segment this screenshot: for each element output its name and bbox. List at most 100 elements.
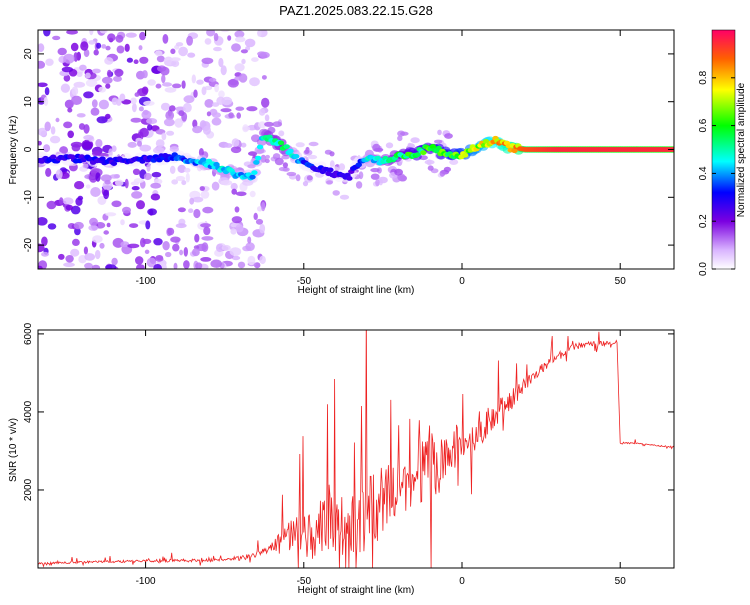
noise-blob xyxy=(213,33,219,42)
noise-blob xyxy=(183,102,192,113)
noise-blob xyxy=(175,175,186,182)
noise-blob xyxy=(192,196,204,203)
colorbar-tick-label: 0.4 xyxy=(698,166,709,180)
noise-blob xyxy=(200,190,210,199)
noise-blob xyxy=(38,82,48,88)
noise-blob xyxy=(370,173,380,180)
noise-blob xyxy=(114,174,120,179)
noise-blob xyxy=(147,208,158,216)
noise-blob xyxy=(111,200,122,208)
noise-blob xyxy=(177,164,186,173)
snr-frame xyxy=(37,329,675,569)
noise-blob xyxy=(67,130,74,139)
colorbar-tick-label: 0.6 xyxy=(698,118,709,132)
noise-blob xyxy=(234,30,245,38)
noise-blob xyxy=(156,55,165,63)
noise-blob xyxy=(47,223,57,230)
x-tick-label: -100 xyxy=(136,576,156,587)
noise-blob xyxy=(238,73,248,83)
noise-blob xyxy=(175,223,187,229)
noise-blob xyxy=(171,179,179,185)
noise-blob xyxy=(103,189,110,200)
noise-blob xyxy=(145,220,151,230)
noise-blob xyxy=(400,131,409,136)
noise-blob xyxy=(91,99,98,108)
noise-blob xyxy=(307,154,318,160)
noise-blob xyxy=(60,83,70,93)
noise-blob xyxy=(96,116,108,124)
noise-blob xyxy=(397,135,403,142)
noise-blob xyxy=(137,88,148,97)
noise-blob xyxy=(67,107,73,113)
noise-blob xyxy=(204,99,214,108)
noise-blob xyxy=(101,76,113,84)
noise-blob xyxy=(213,46,222,52)
noise-blob xyxy=(134,92,140,97)
noise-blob xyxy=(259,51,270,59)
noise-blob xyxy=(116,45,125,54)
noise-blob xyxy=(247,255,256,266)
noise-blob xyxy=(101,44,107,49)
spectrogram-x-ticks: -100 -50 0 50 xyxy=(136,30,627,287)
noise-blob xyxy=(82,163,89,169)
noise-blob xyxy=(410,137,420,144)
noise-blob xyxy=(59,197,64,205)
noise-blob xyxy=(258,121,267,129)
noise-blob xyxy=(153,147,165,154)
noise-blob xyxy=(220,30,230,33)
noise-blob xyxy=(99,242,105,249)
noise-blob xyxy=(427,165,434,171)
noise-blob xyxy=(146,257,157,268)
ridge-blob xyxy=(200,157,207,163)
noise-blob xyxy=(127,141,137,148)
noise-blob xyxy=(49,135,61,144)
noise-blob xyxy=(95,139,103,148)
noise-blob xyxy=(171,59,180,68)
noise-blob xyxy=(92,68,101,74)
noise-blob xyxy=(77,195,84,201)
noise-blob xyxy=(155,83,162,89)
noise-blob xyxy=(84,262,93,269)
noise-blob xyxy=(237,261,246,269)
noise-blob xyxy=(231,43,241,52)
noise-blob xyxy=(234,36,246,43)
noise-blob xyxy=(81,139,94,150)
noise-blob xyxy=(241,58,246,65)
noise-blob xyxy=(103,230,109,235)
noise-blob xyxy=(124,178,129,189)
ridge-blob xyxy=(99,156,106,162)
noise-blob xyxy=(125,32,137,38)
noise-blob xyxy=(166,130,175,136)
noise-blob xyxy=(195,262,203,269)
noise-blob xyxy=(83,49,90,58)
noise-blob xyxy=(200,257,212,262)
noise-blob xyxy=(167,227,175,236)
noise-blob xyxy=(38,265,43,269)
noise-blob xyxy=(55,117,60,123)
noise-blob xyxy=(245,242,255,252)
noise-blob xyxy=(63,262,75,268)
noise-blob xyxy=(132,168,141,175)
noise-blob xyxy=(264,121,274,127)
noise-blob xyxy=(133,59,139,64)
x-tick-label: 50 xyxy=(615,276,627,287)
x-tick-label: -100 xyxy=(136,276,156,287)
noise-blob xyxy=(143,172,152,181)
noise-blob xyxy=(204,38,212,45)
noise-blob xyxy=(76,71,83,78)
noise-blob xyxy=(120,219,125,226)
noise-blob xyxy=(130,117,142,123)
noise-blob xyxy=(244,38,256,48)
noise-blob xyxy=(105,113,111,120)
noise-blob xyxy=(202,206,214,214)
colorbar-tick-label: 0.0 xyxy=(698,262,709,276)
snr-y-ticks: 2000 4000 6000 xyxy=(23,322,674,501)
y-tick-label: 6000 xyxy=(23,322,34,345)
noise-blob xyxy=(83,246,88,255)
noise-blob xyxy=(240,49,248,54)
noise-blob xyxy=(210,259,222,268)
noise-blob xyxy=(66,30,78,35)
noise-blob xyxy=(119,93,126,102)
noise-blob xyxy=(169,165,176,174)
noise-blob xyxy=(355,181,363,189)
